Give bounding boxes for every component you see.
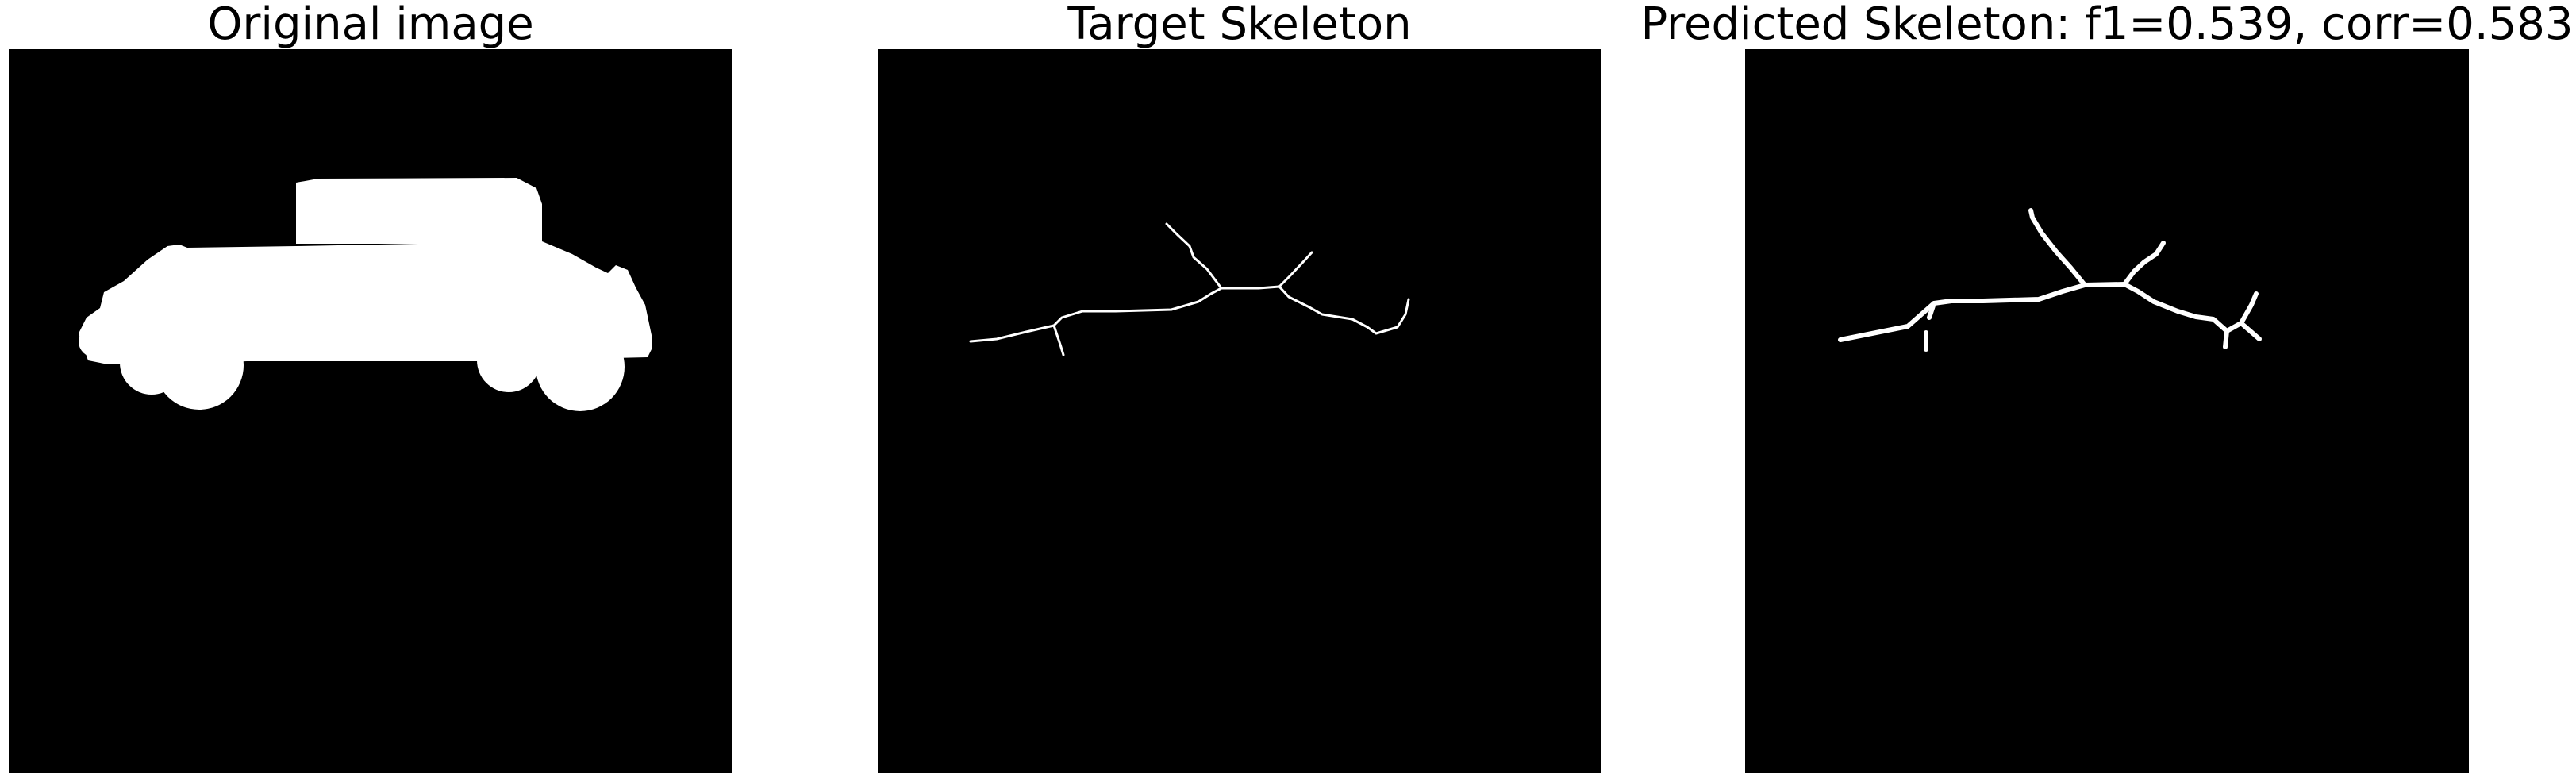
image-target-skeleton [878,49,1601,773]
panel-title-predicted: Predicted Skeleton: f1=0.539, corr=0.583 [1586,0,2576,49]
image-original [9,49,732,773]
predicted-skeleton-lines [1745,49,2469,773]
panel-original: Original image [9,0,732,782]
panel-target: Target Skeleton [878,0,1601,782]
target-skeleton-lines [878,49,1601,773]
car-silhouette [9,49,732,773]
image-predicted-skeleton [1745,49,2469,773]
panel-predicted: Predicted Skeleton: f1=0.539, corr=0.583 [1745,0,2469,782]
